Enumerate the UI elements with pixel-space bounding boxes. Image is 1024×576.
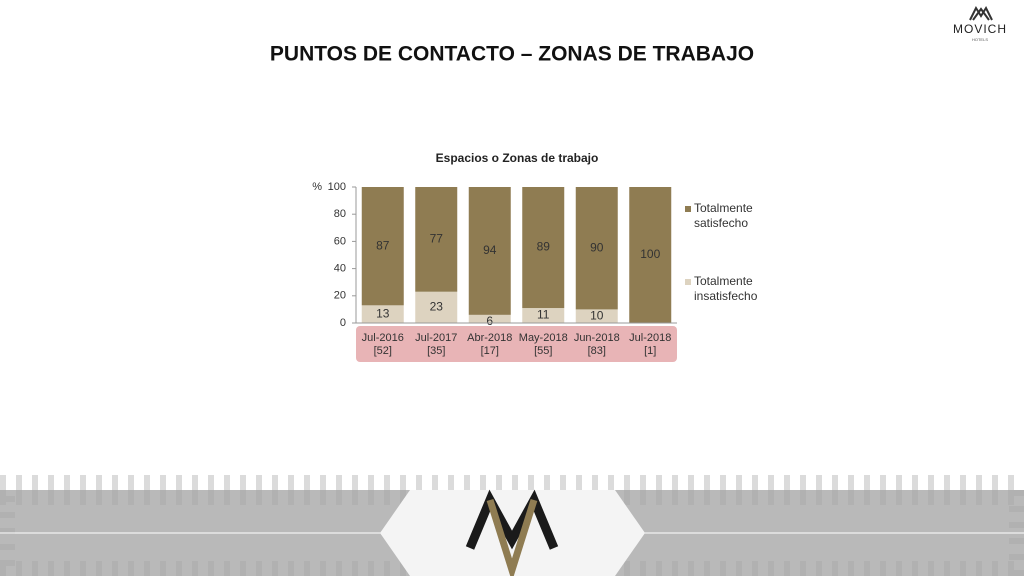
bar-segment	[575, 309, 618, 323]
x-tick-label: Jul-2018	[629, 332, 671, 344]
legend-label: Totalmente insatisfecho	[694, 274, 758, 303]
legend-label: Totalmente satisfecho	[694, 201, 756, 230]
bar-segment	[361, 305, 404, 323]
data-label: 13	[376, 306, 390, 320]
x-tick-label: May-2018	[519, 332, 568, 344]
data-label: 11	[537, 308, 550, 322]
data-label: 90	[590, 240, 604, 254]
logo-text: MOVICH	[953, 22, 1007, 36]
data-label: 77	[430, 232, 444, 246]
x-tick-count: [83]	[588, 345, 606, 357]
category-band	[356, 326, 677, 362]
y-tick-label: 0	[340, 317, 346, 329]
bar-segment	[575, 187, 618, 310]
x-tick-label: Jul-2017	[415, 332, 457, 344]
data-label: 23	[430, 300, 444, 314]
x-tick-count: [35]	[427, 345, 445, 357]
bar-segment	[361, 187, 404, 306]
bar-segment	[522, 187, 565, 309]
bar-segment	[468, 187, 511, 315]
bar-segment	[522, 308, 565, 323]
legend-swatch	[685, 279, 691, 285]
y-tick-label: 20	[334, 290, 346, 302]
y-axis-label: %	[312, 181, 322, 193]
x-tick-count: [52]	[374, 345, 392, 357]
y-tick-label: 80	[334, 208, 346, 220]
y-tick-label: 100	[328, 181, 346, 193]
data-label: 6	[486, 314, 493, 328]
data-label: 94	[483, 243, 497, 257]
slide-title: PUNTOS DE CONTACTO – ZONAS DE TRABAJO	[270, 43, 754, 66]
bar-segment	[629, 187, 672, 323]
footer	[0, 475, 1024, 576]
bar-segment	[468, 314, 511, 323]
bar-segment	[415, 291, 458, 323]
x-tick-label: Jul-2016	[362, 332, 404, 344]
x-tick-label: Jun-2018	[574, 332, 620, 344]
data-label: 89	[537, 240, 551, 254]
data-label: 100	[640, 247, 660, 261]
x-tick-label: Abr-2018	[467, 332, 512, 344]
logo-subtext: HOTELS	[972, 37, 988, 42]
x-tick-count: [1]	[644, 345, 656, 357]
data-label: 87	[376, 238, 390, 252]
chart-title: Espacios o Zonas de trabajo	[436, 151, 599, 165]
y-tick-label: 40	[334, 263, 346, 275]
x-tick-count: [55]	[534, 345, 552, 357]
y-tick-label: 60	[334, 235, 346, 247]
top-logo: MOVICH HOTELS	[953, 5, 1007, 42]
data-label: 10	[590, 308, 604, 322]
legend-swatch	[685, 206, 691, 212]
bar-segment	[415, 187, 458, 292]
x-tick-count: [17]	[481, 345, 499, 357]
